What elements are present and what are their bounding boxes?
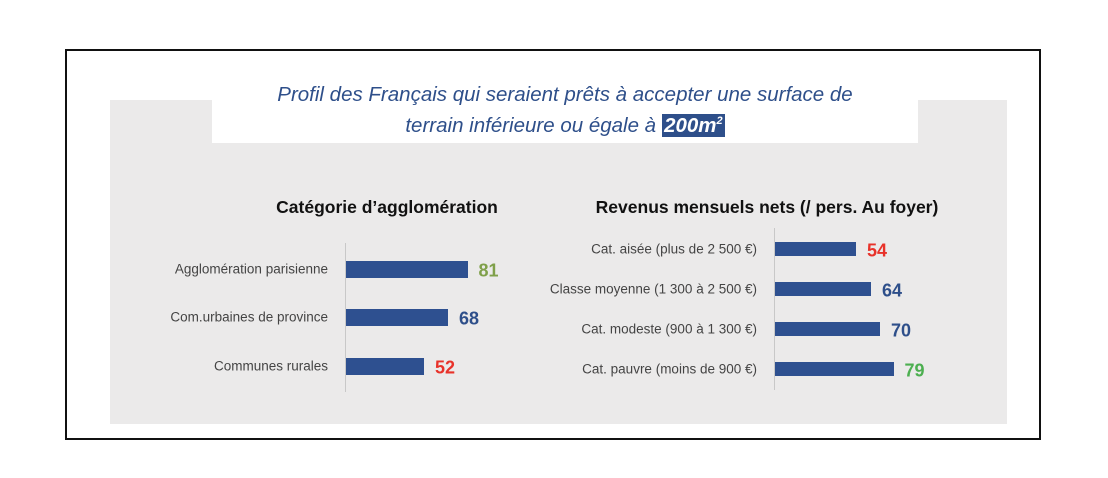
- chart-axis: [345, 243, 346, 392]
- chart-frame: [65, 49, 1041, 440]
- value-label: 52: [435, 357, 456, 378]
- value-label: 81: [478, 260, 499, 281]
- bar: [775, 242, 856, 256]
- bar: [775, 362, 894, 376]
- bar: [775, 282, 871, 296]
- category-label: Agglomération parisienne: [174, 261, 328, 277]
- category-label: Cat. aisée (plus de 2 500 €): [591, 241, 757, 257]
- bar: [346, 308, 448, 326]
- chart-axis: [774, 228, 775, 390]
- category-label: Communes rurales: [213, 358, 328, 374]
- value-label: 70: [891, 320, 912, 341]
- value-label: 64: [882, 280, 903, 301]
- bar: [775, 322, 880, 336]
- value-label: 54: [867, 240, 888, 261]
- main-title: Profil des Français qui seraient prêts à…: [212, 73, 918, 143]
- value-label: 79: [904, 360, 925, 381]
- title-highlight: 200m2: [662, 113, 725, 137]
- category-label: Classe moyenne (1 300 à 2 500 €): [549, 281, 757, 297]
- title-line-2: terrain inférieure ou égale à: [405, 113, 657, 137]
- highlight-text: 200m: [664, 113, 717, 137]
- category-label: Cat. pauvre (moins de 900 €): [582, 361, 757, 377]
- bar: [346, 357, 424, 375]
- value-label: 68: [459, 308, 480, 329]
- bar: [346, 260, 468, 278]
- title-line-1: Profil des Français qui seraient prêts à…: [277, 83, 853, 106]
- highlight-sup: 2: [716, 115, 723, 127]
- chart-title-revenus: Revenus mensuels nets (/ pers. Au foyer): [595, 197, 939, 217]
- category-label: Cat. modeste (900 à 1 300 €): [581, 321, 757, 337]
- category-label: Com.urbaines de province: [170, 309, 328, 325]
- chart-title-agglomeration: Catégorie d’agglomération: [276, 197, 498, 217]
